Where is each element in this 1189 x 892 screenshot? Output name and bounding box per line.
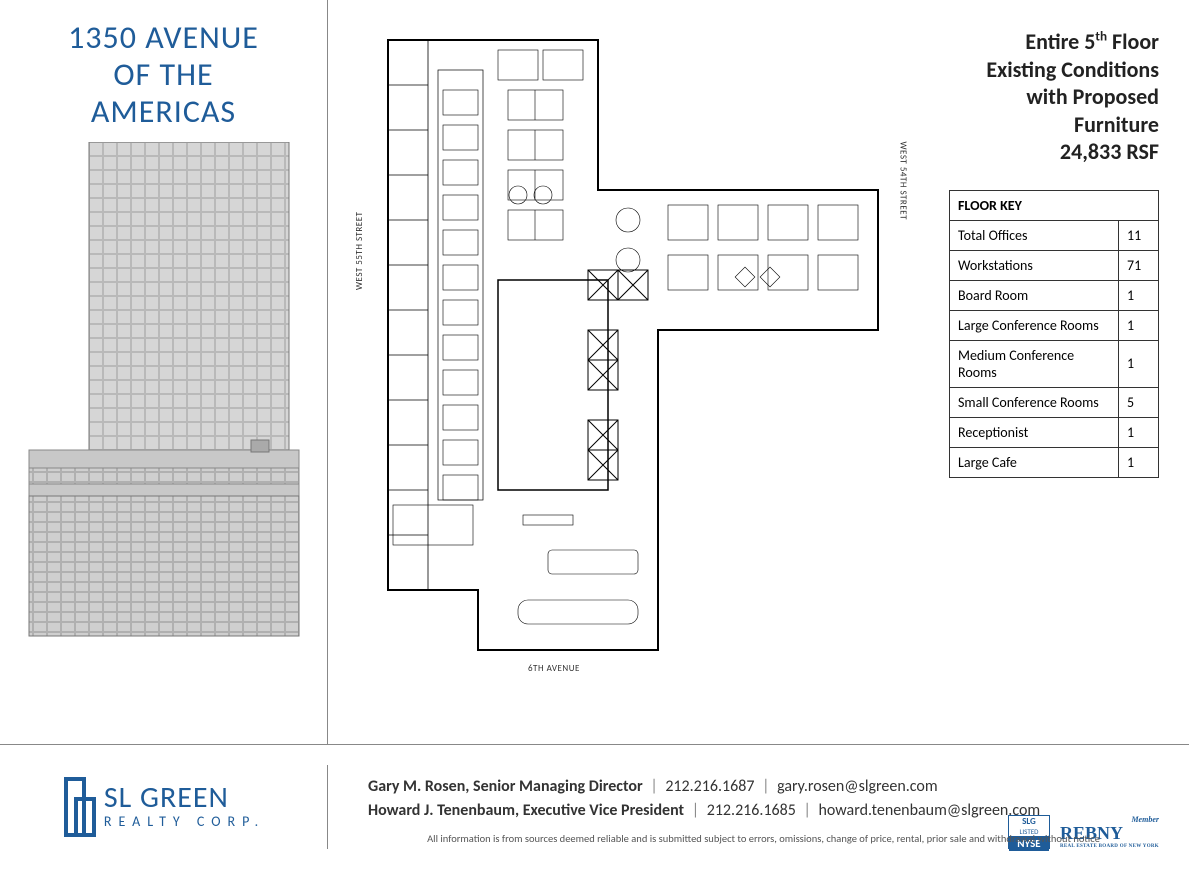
key-header: FLOOR KEY (950, 190, 1159, 220)
key-value: 71 (1119, 250, 1159, 280)
separator: | (692, 801, 699, 820)
street-west: WEST 55TH STREET (354, 212, 365, 290)
contact-email: gary.rosen@slgreen.com (777, 777, 938, 796)
title-line: Entire 5 (1025, 28, 1095, 55)
left-column: 1350 AVENUE OF THE AMERICAS (0, 0, 328, 744)
footer: SL GREEN REALTY CORP. Gary M. Rosen, Sen… (0, 744, 1189, 849)
key-value: 1 (1119, 417, 1159, 447)
table-row: Board Room1 (950, 280, 1159, 310)
logo-icon (62, 775, 98, 839)
footer-logo-area: SL GREEN REALTY CORP. (0, 765, 328, 849)
key-value: 1 (1119, 310, 1159, 340)
title-line: Existing Conditions (986, 56, 1159, 83)
separator: | (762, 777, 769, 796)
contact-row: Gary M. Rosen, Senior Managing Director … (368, 775, 1159, 799)
contact-email: howard.tenenbaum@slgreen.com (819, 801, 1041, 820)
contact-name: Howard J. Tenenbaum, Executive Vice Pres… (368, 801, 684, 820)
title-line: 24,833 RSF (1060, 138, 1159, 165)
street-east: WEST 54TH STREET (897, 142, 908, 220)
table-row: Small Conference Rooms5 (950, 387, 1159, 417)
table-row: Medium Conference Rooms1 (950, 340, 1159, 387)
address-line: OF THE (113, 55, 213, 94)
key-label: Receptionist (950, 417, 1119, 447)
table-row: Workstations71 (950, 250, 1159, 280)
floorplan-column: WEST 55TH STREET WEST 54TH STREET 6TH AV… (328, 0, 929, 744)
building-address: 1350 AVENUE OF THE AMERICAS (0, 20, 327, 130)
table-row: Total Offices11 (950, 220, 1159, 250)
key-label: Medium Conference Rooms (950, 340, 1119, 387)
contact-phone: 212.216.1687 (665, 777, 754, 796)
title-line: with Proposed (1026, 83, 1159, 110)
table-header-row: FLOOR KEY (950, 190, 1159, 220)
contact-phone: 212.216.1685 (707, 801, 796, 820)
floor-title: Entire 5th Floor Existing Conditions wit… (929, 28, 1159, 166)
title-line: Floor (1107, 28, 1159, 55)
title-line: Furniture (1074, 111, 1159, 138)
key-label: Total Offices (950, 220, 1119, 250)
separator: | (804, 801, 811, 820)
rebny-member: Member (1131, 815, 1159, 824)
table-row: Large Conference Rooms1 (950, 310, 1159, 340)
key-label: Small Conference Rooms (950, 387, 1119, 417)
key-value: 11 (1119, 220, 1159, 250)
slgreen-logo: SL GREEN REALTY CORP. (62, 775, 265, 839)
floor-key-table: FLOOR KEY Total Offices11 Workstations71… (949, 190, 1159, 478)
key-value: 1 (1119, 280, 1159, 310)
key-label: Large Cafe (950, 447, 1119, 477)
street-south: 6TH AVENUE (528, 663, 580, 674)
address-line: 1350 AVENUE (68, 18, 259, 57)
key-value: 1 (1119, 340, 1159, 387)
key-value: 5 (1119, 387, 1159, 417)
key-label: Board Room (950, 280, 1119, 310)
separator: | (650, 777, 657, 796)
key-label: Large Conference Rooms (950, 310, 1119, 340)
floorplan-svg (368, 30, 898, 660)
table-row: Large Cafe1 (950, 447, 1159, 477)
address-line: AMERICAS (91, 92, 236, 131)
table-row: Receptionist1 (950, 417, 1159, 447)
logo-main: SL GREEN (104, 784, 265, 811)
building-illustration (19, 142, 309, 642)
key-label: Workstations (950, 250, 1119, 280)
floorplan: WEST 55TH STREET WEST 54TH STREET 6TH AV… (368, 30, 898, 670)
logo-sub: REALTY CORP. (104, 813, 265, 830)
nyse-slg: SLG (1022, 816, 1036, 827)
right-column: Entire 5th Floor Existing Conditions wit… (929, 0, 1189, 744)
key-value: 1 (1119, 447, 1159, 477)
contact-name: Gary M. Rosen, Senior Managing Director (368, 777, 643, 796)
title-sup: th (1095, 28, 1107, 45)
disclaimer: All information is from sources deemed r… (368, 832, 1159, 845)
